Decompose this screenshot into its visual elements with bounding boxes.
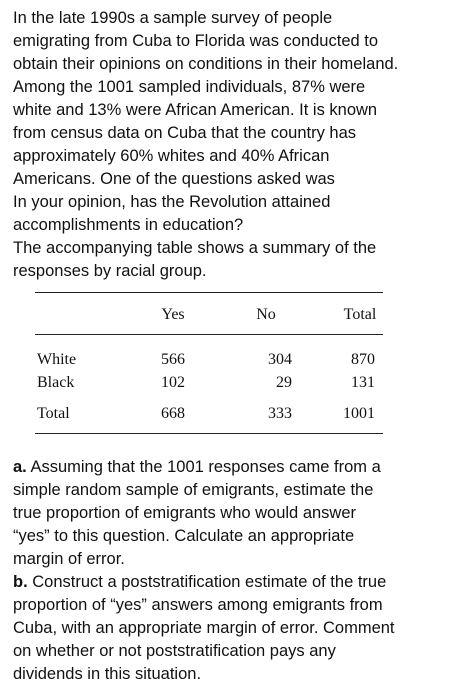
- text-line: In the late 1990s a sample survey of peo…: [13, 9, 333, 27]
- text-line: on whether or not poststratification pay…: [13, 642, 336, 660]
- table-header-rule: [35, 334, 383, 335]
- text-line: The accompanying table shows a summary o…: [13, 239, 377, 257]
- cell-white-yes: 566: [161, 351, 185, 368]
- cell-white-no: 304: [268, 351, 292, 368]
- questions: a. Assuming that the 1001 responses came…: [13, 456, 461, 686]
- text-line: obtain their opinions on conditions in t…: [13, 55, 399, 73]
- text-line: dividends in this situation.: [13, 665, 202, 683]
- table-top-rule: [35, 292, 383, 293]
- text-line: true proportion of emigrants who would a…: [13, 504, 357, 522]
- text-line: Americans. One of the questions asked wa…: [13, 170, 335, 188]
- cell-black-yes: 102: [161, 374, 185, 391]
- question-b-line: b. Construct a poststratification estima…: [13, 571, 461, 594]
- header-yes: Yes: [161, 306, 185, 323]
- text-line: approximately 60% whites and 40% African: [13, 147, 330, 165]
- table-bottom-rule: [35, 433, 383, 434]
- question-a-line: a. Assuming that the 1001 responses came…: [13, 456, 461, 479]
- question-a-marker: a.: [13, 458, 27, 476]
- text-line: Among the 1001 sampled individuals, 87% …: [13, 78, 366, 96]
- question-b-text: Construct a poststratification estimate …: [27, 573, 387, 591]
- text-line: proportion of “yes” answers among emigra…: [13, 596, 383, 614]
- question-a-text: Assuming that the 1001 responses came fr…: [26, 458, 381, 476]
- text-line: accomplishments in education?: [13, 216, 244, 234]
- text-line: Cuba, with an appropriate margin of erro…: [13, 619, 395, 637]
- text-line: margin of error.: [13, 550, 125, 568]
- responses-table: Yes No Total White 566 304 870 Black 102…: [35, 292, 383, 435]
- cell-white-total: 870: [351, 351, 375, 368]
- header-total: Total: [343, 306, 377, 323]
- cell-black-no: 29: [276, 374, 292, 391]
- text-line: simple random sample of emigrants, estim…: [13, 481, 374, 499]
- header-no: No: [256, 306, 276, 323]
- text-line: from census data on Cuba that the countr…: [13, 124, 357, 142]
- cell-total-no: 333: [268, 405, 292, 422]
- text-line: “yes” to this question. Calculate an app…: [13, 527, 355, 545]
- text-line: responses by racial group.: [13, 262, 207, 280]
- row-label-white: White: [37, 351, 77, 368]
- row-label-black: Black: [37, 374, 75, 391]
- question-b-marker: b.: [13, 573, 28, 591]
- problem-statement: In the late 1990s a sample survey of peo…: [13, 7, 461, 283]
- text-line: In your opinion, has the Revolution atta…: [13, 193, 331, 211]
- text-line: emigrating from Cuba to Florida was cond…: [13, 32, 379, 50]
- row-label-total: Total: [37, 405, 70, 422]
- cell-total-yes: 668: [161, 405, 185, 422]
- cell-total-total: 1001: [343, 405, 375, 422]
- text-line: white and 13% were African American. It …: [13, 101, 378, 119]
- cell-black-total: 131: [351, 374, 375, 391]
